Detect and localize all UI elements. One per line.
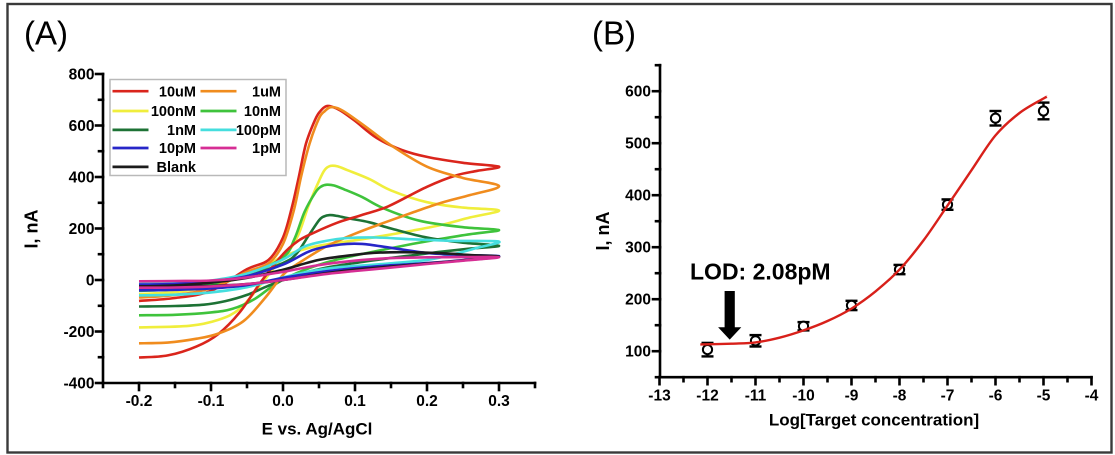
svg-text:-0.2: -0.2 bbox=[126, 393, 153, 410]
svg-text:0.2: 0.2 bbox=[416, 393, 438, 410]
svg-text:LOD: 2.08pM: LOD: 2.08pM bbox=[690, 259, 831, 285]
svg-text:-4: -4 bbox=[1085, 388, 1099, 405]
svg-text:Log[Target concentration]: Log[Target concentration] bbox=[769, 411, 979, 430]
svg-text:I, nA: I, nA bbox=[593, 212, 613, 251]
svg-text:E vs. Ag/AgCl: E vs. Ag/AgCl bbox=[262, 420, 373, 439]
svg-text:200: 200 bbox=[69, 221, 95, 238]
svg-text:1uM: 1uM bbox=[252, 84, 281, 100]
svg-text:0: 0 bbox=[86, 273, 95, 290]
svg-text:100: 100 bbox=[625, 344, 651, 361]
svg-text:1pM: 1pM bbox=[252, 141, 281, 157]
svg-text:-400: -400 bbox=[63, 376, 94, 393]
svg-text:100pM: 100pM bbox=[236, 123, 281, 139]
svg-text:10pM: 10pM bbox=[159, 141, 196, 157]
svg-text:400: 400 bbox=[625, 188, 651, 205]
svg-text:0.0: 0.0 bbox=[272, 393, 294, 410]
svg-text:-9: -9 bbox=[845, 388, 859, 405]
svg-text:300: 300 bbox=[625, 240, 651, 257]
svg-text:(A): (A) bbox=[24, 15, 68, 52]
svg-text:10uM: 10uM bbox=[159, 84, 196, 100]
svg-text:-0.1: -0.1 bbox=[198, 393, 225, 410]
svg-text:-10: -10 bbox=[792, 388, 814, 405]
svg-text:1nM: 1nM bbox=[167, 123, 196, 139]
svg-text:800: 800 bbox=[69, 67, 95, 84]
svg-text:200: 200 bbox=[625, 292, 651, 309]
svg-text:(B): (B) bbox=[592, 15, 636, 52]
svg-text:600: 600 bbox=[69, 118, 95, 135]
svg-text:0.1: 0.1 bbox=[344, 393, 366, 410]
svg-text:0.3: 0.3 bbox=[488, 393, 510, 410]
svg-text:-5: -5 bbox=[1037, 388, 1051, 405]
svg-text:-11: -11 bbox=[745, 388, 767, 405]
svg-text:600: 600 bbox=[625, 84, 651, 101]
svg-text:Blank: Blank bbox=[157, 160, 197, 176]
svg-text:-200: -200 bbox=[63, 324, 94, 341]
svg-text:-7: -7 bbox=[941, 388, 955, 405]
svg-text:400: 400 bbox=[69, 170, 95, 187]
svg-text:I, nA: I, nA bbox=[22, 210, 42, 249]
svg-text:-8: -8 bbox=[893, 388, 907, 405]
svg-text:-6: -6 bbox=[989, 388, 1003, 405]
svg-text:500: 500 bbox=[625, 136, 651, 153]
svg-text:-12: -12 bbox=[696, 388, 718, 405]
svg-text:100nM: 100nM bbox=[151, 104, 196, 120]
svg-text:10nM: 10nM bbox=[244, 104, 281, 120]
svg-text:-13: -13 bbox=[648, 388, 671, 405]
